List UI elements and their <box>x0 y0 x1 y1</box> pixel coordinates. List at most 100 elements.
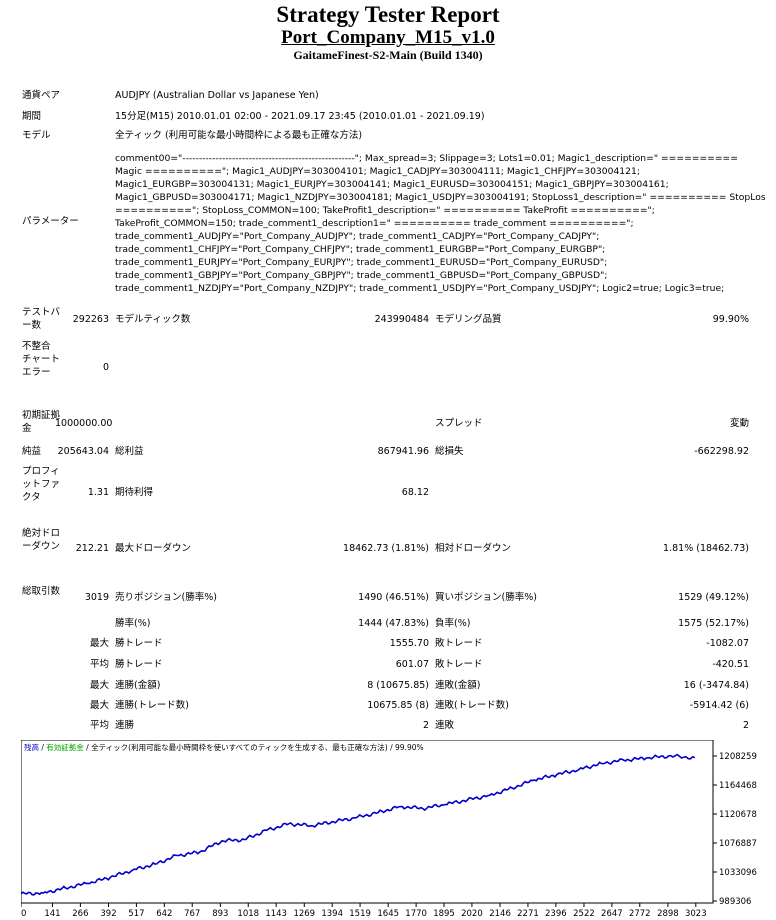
params-line: Magic1_EURGBP=303004131; Magic1_EURJPY=3… <box>115 179 669 190</box>
mismatch-value: 0 <box>102 362 109 373</box>
x-tick-label: 2271 <box>517 909 539 919</box>
params-line: trade_comment1_NZDJPY="Port_Company_NZDJ… <box>115 283 725 294</box>
params-line: trade_comment1_GBPJPY="Port_Company_GBPJ… <box>115 270 608 281</box>
max-prefix: 最大 <box>89 680 109 691</box>
expected-label: 期待利得 <box>115 487 154 498</box>
x-tick-label: 642 <box>156 909 172 919</box>
expert-name: Port_Company_M15_v1.0 <box>281 27 495 48</box>
x-tick-label: 2772 <box>629 909 651 919</box>
avg-consec-win-label: 連勝 <box>115 720 135 731</box>
pf-label: プロフィットファクタ <box>22 466 61 503</box>
legend-balance: 残高 <box>24 742 39 752</box>
reldd-value: 1.81% (18462.73) <box>663 543 749 554</box>
absdd-value: 212.21 <box>75 543 109 554</box>
x-tick-label: 1645 <box>377 909 399 919</box>
avg-loss-value: -420.51 <box>712 659 749 670</box>
bars-label: テストバー数 <box>22 307 61 331</box>
params-block: comment00="-----------------------------… <box>115 152 765 295</box>
bars-value: 292263 <box>72 314 109 325</box>
maxdd-label: 最大ドローダウン <box>115 543 192 554</box>
loss-label: 負率(%) <box>435 618 471 629</box>
x-tick-label: 1018 <box>237 909 259 919</box>
avg-loss-label: 敗トレード <box>435 659 483 670</box>
balance-line <box>21 753 696 896</box>
avg-win-label: 勝トレード <box>115 659 163 670</box>
report-title: Strategy Tester Report <box>276 2 500 27</box>
short-value: 1490 (46.51%) <box>358 592 429 603</box>
max-prefix: 最大 <box>89 700 109 711</box>
absdd-label: 絶対ドローダウン <box>22 528 61 552</box>
consec-loss-trades-value: -5914.42 (6) <box>689 700 749 711</box>
x-tick-label: 517 <box>128 909 144 919</box>
period-value: 15分足(M15) 2010.01.01 02:00 - 2021.09.17 … <box>115 111 485 122</box>
legend-quality: 99.90% <box>395 743 424 752</box>
params-label: パラメーター <box>22 216 79 227</box>
x-tick-label: 893 <box>212 909 228 919</box>
avg-prefix: 平均 <box>89 720 109 731</box>
netprofit-value: 205643.04 <box>57 446 109 457</box>
mismatch-label: 不整合チャートエラー <box>22 341 60 378</box>
legend-model: 全ティック(利用可能な最小時間枠を使いすべてのティックを生成する、最も正確な方法… <box>91 742 388 752</box>
x-tick-label: 1895 <box>433 909 455 919</box>
legend-sep: / <box>388 743 395 752</box>
consec-loss-money-label: 連敗(金額) <box>435 680 481 691</box>
symbol-label: 通貨ペア <box>22 90 61 101</box>
model-value: 全ティック (利用可能な最小時間枠による最も正確な方法) <box>115 130 363 141</box>
expected-value: 68.12 <box>401 487 429 498</box>
x-tick-label: 2146 <box>489 909 511 919</box>
params-line: trade_comment1_CHFJPY="Port_Company_CHFJ… <box>115 244 606 255</box>
x-tick-label: 2647 <box>601 909 623 919</box>
x-axis-ticks: 0 141 266 392 517 642 767 893 1018 1143 1269 1394 15… <box>21 903 707 919</box>
x-tick-label: 1394 <box>321 909 343 919</box>
period-label: 期間 <box>22 111 42 122</box>
y-tick-label: 1208259 <box>719 752 757 762</box>
y-tick-label: 1164468 <box>719 781 757 791</box>
x-tick-label: 1770 <box>405 909 427 919</box>
avg-consec-loss-label: 連敗 <box>435 720 455 731</box>
consec-win-money-value: 8 (10675.85) <box>367 680 429 691</box>
largest-win-value: 1555.70 <box>389 638 429 649</box>
loss-value: 1575 (52.17%) <box>678 618 749 629</box>
trades-label: 総取引数 <box>22 586 61 597</box>
largest-loss-label: 敗トレード <box>435 638 483 649</box>
y-tick-label: 989306 <box>719 897 751 907</box>
win-label: 勝率(%) <box>115 618 151 629</box>
deposit-value: 1000000.00 <box>55 418 113 429</box>
largest-win-label: 勝トレード <box>115 638 163 649</box>
x-tick-label: 767 <box>184 909 200 919</box>
pf-value: 1.31 <box>87 487 109 498</box>
params-line: trade_comment1_EURJPY="Port_Company_EURJ… <box>115 257 608 268</box>
avg-win-value: 601.07 <box>395 659 429 670</box>
params-line: comment00="-----------------------------… <box>115 153 738 164</box>
legend-sep: / <box>39 743 46 752</box>
quality-value: 99.90% <box>712 314 749 325</box>
grossloss-value: -662298.92 <box>694 446 749 457</box>
params-line: TakeProfit_COMMON=150; trade_comment1_de… <box>115 218 634 229</box>
grossprofit-label: 総利益 <box>115 446 144 457</box>
largest-loss-value: -1082.07 <box>706 638 749 649</box>
x-tick-label: 392 <box>100 909 116 919</box>
consec-loss-trades-label: 連敗(トレード数) <box>435 700 509 711</box>
max-prefix: 最大 <box>89 638 109 649</box>
x-tick-label: 3023 <box>685 909 707 919</box>
quality-label: モデリング品質 <box>435 314 502 325</box>
params-line: =========="; StopLoss_COMMON=100; TakePr… <box>115 205 655 216</box>
chart-series <box>21 753 696 896</box>
x-tick-label: 266 <box>72 909 88 919</box>
avg-consec-win-value: 2 <box>422 720 429 731</box>
svg-text:残高 / 有効証拠金 / 全ティック(利用可能な最小時間枠を: 残高 / 有効証拠金 / 全ティック(利用可能な最小時間枠を使いすべてのティック… <box>24 742 424 752</box>
consec-loss-money-value: 16 (-3474.84) <box>683 680 749 691</box>
params-line: trade_comment1_AUDJPY="Port_Company_AUDJ… <box>115 231 600 242</box>
server-build: GaitameFinest-S2-Main (Build 1340) <box>293 48 483 62</box>
legend-equity: 有効証拠金 <box>46 742 84 752</box>
y-tick-label: 1033096 <box>719 868 757 878</box>
balance-chart: 残高 / 有効証拠金 / 全ティック(利用可能な最小時間枠を使いすべてのティック… <box>21 740 757 919</box>
model-label: モデル <box>22 130 51 141</box>
long-value: 1529 (49.12%) <box>678 592 749 603</box>
x-tick-label: 2522 <box>573 909 595 919</box>
x-tick-label: 1519 <box>349 909 371 919</box>
y-tick-label: 1076887 <box>719 839 757 849</box>
ticks-label: モデルティック数 <box>115 314 191 325</box>
consec-win-money-label: 連勝(金額) <box>115 680 161 691</box>
grossprofit-value: 867941.96 <box>377 446 429 457</box>
